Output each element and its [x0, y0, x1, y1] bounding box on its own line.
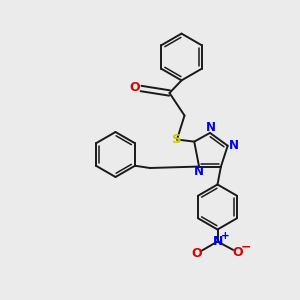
Text: −: −: [241, 240, 251, 254]
Text: O: O: [191, 247, 202, 260]
Text: N: N: [194, 165, 203, 178]
Text: N: N: [229, 139, 239, 152]
Text: N: N: [206, 121, 216, 134]
Text: N: N: [213, 235, 223, 248]
Text: +: +: [220, 231, 230, 241]
Text: S: S: [172, 133, 182, 146]
Text: O: O: [129, 81, 140, 94]
Text: O: O: [232, 246, 243, 259]
